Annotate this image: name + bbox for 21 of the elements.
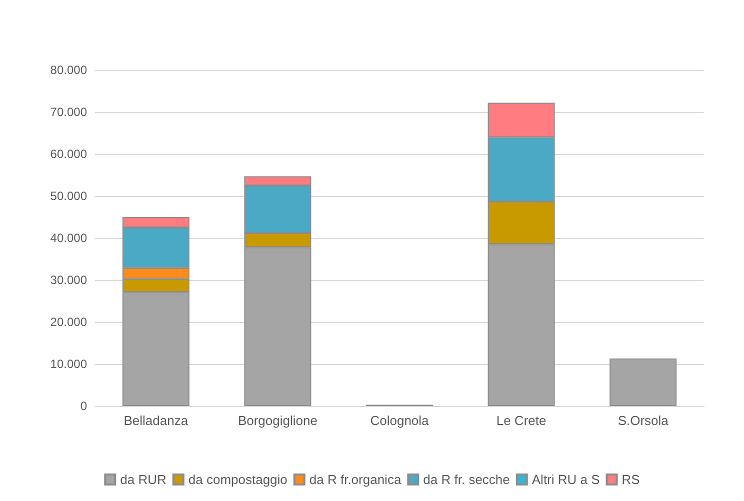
legend-label: Altri RU a S xyxy=(532,472,600,487)
y-tick-label: 40.000 xyxy=(50,231,88,245)
x-tick-label: Le Crete xyxy=(496,413,546,428)
legend-label: da R fr.organica xyxy=(309,472,402,487)
legend-label: da R fr. secche xyxy=(423,472,510,487)
legend-label: RS xyxy=(622,472,640,487)
y-tick-label: 0 xyxy=(80,399,88,413)
legend-label: da RUR xyxy=(120,472,166,487)
x-tick-label: Colognola xyxy=(370,413,430,428)
y-tick-label: 50.000 xyxy=(50,189,88,203)
y-tick-label: 10.000 xyxy=(50,357,88,371)
x-tick-label: Borgogiglione xyxy=(238,413,318,428)
bar xyxy=(610,358,677,406)
legend-label: da compostaggio xyxy=(188,472,288,487)
x-tick-label: S.Orsola xyxy=(618,413,670,428)
y-tick-label: 60.000 xyxy=(50,147,88,161)
y-tick-label: 70.000 xyxy=(50,105,88,119)
y-tick-label: 80.000 xyxy=(50,63,88,77)
x-tick-label: Belladanza xyxy=(124,413,189,428)
y-tick-label: 30.000 xyxy=(50,273,88,287)
y-tick-label: 20.000 xyxy=(50,315,88,329)
